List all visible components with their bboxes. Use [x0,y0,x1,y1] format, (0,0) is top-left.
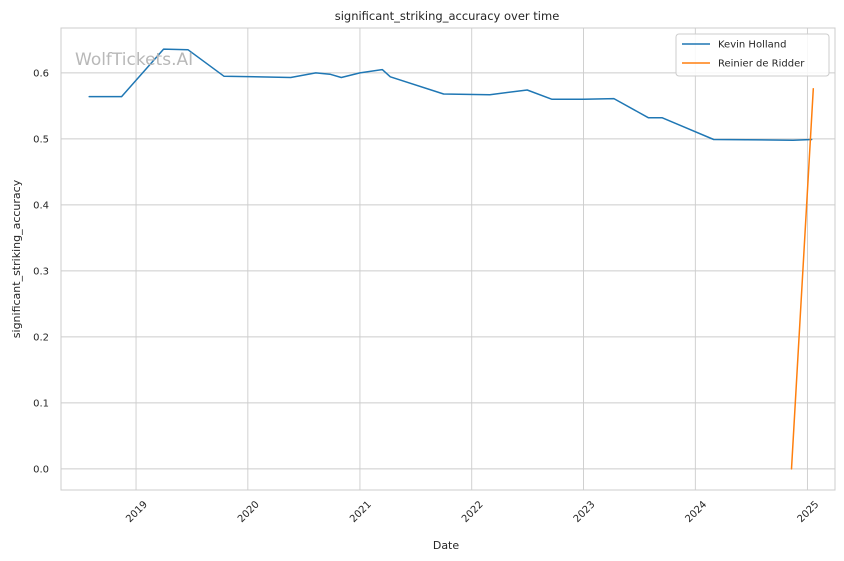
y-axis-label: significant_striking_accuracy [10,179,23,338]
chart-title: significant_striking_accuracy over time [335,9,560,23]
y-axis-ticks: 0.0 0.1 0.2 0.3 0.4 0.5 0.6 [33,68,49,475]
y-tick-label: 0.3 [33,266,49,277]
series-line-0 [88,48,813,141]
x-axis-label: Date [433,539,460,552]
y-tick-label: 0.5 [33,134,49,145]
legend-entry-label: Kevin Holland [718,40,786,51]
watermark: WolfTickets.AI [75,50,193,70]
legend: Kevin Holland Reinier de Ridder [675,33,830,77]
y-tick-label: 0.2 [33,332,49,343]
series-layer [88,48,815,470]
legend-entries: Kevin Holland Reinier de Ridder [682,40,805,70]
y-tick-label: 0.4 [33,200,49,211]
plot-frame [60,27,836,491]
series-line-1 [790,87,815,470]
y-tick-label: 0.1 [33,398,49,409]
y-tick-label: 0.6 [33,68,49,79]
y-tick-label: 0.0 [33,464,49,475]
legend-box [675,33,830,77]
legend-entry-label: Reinier de Ridder [718,59,805,70]
